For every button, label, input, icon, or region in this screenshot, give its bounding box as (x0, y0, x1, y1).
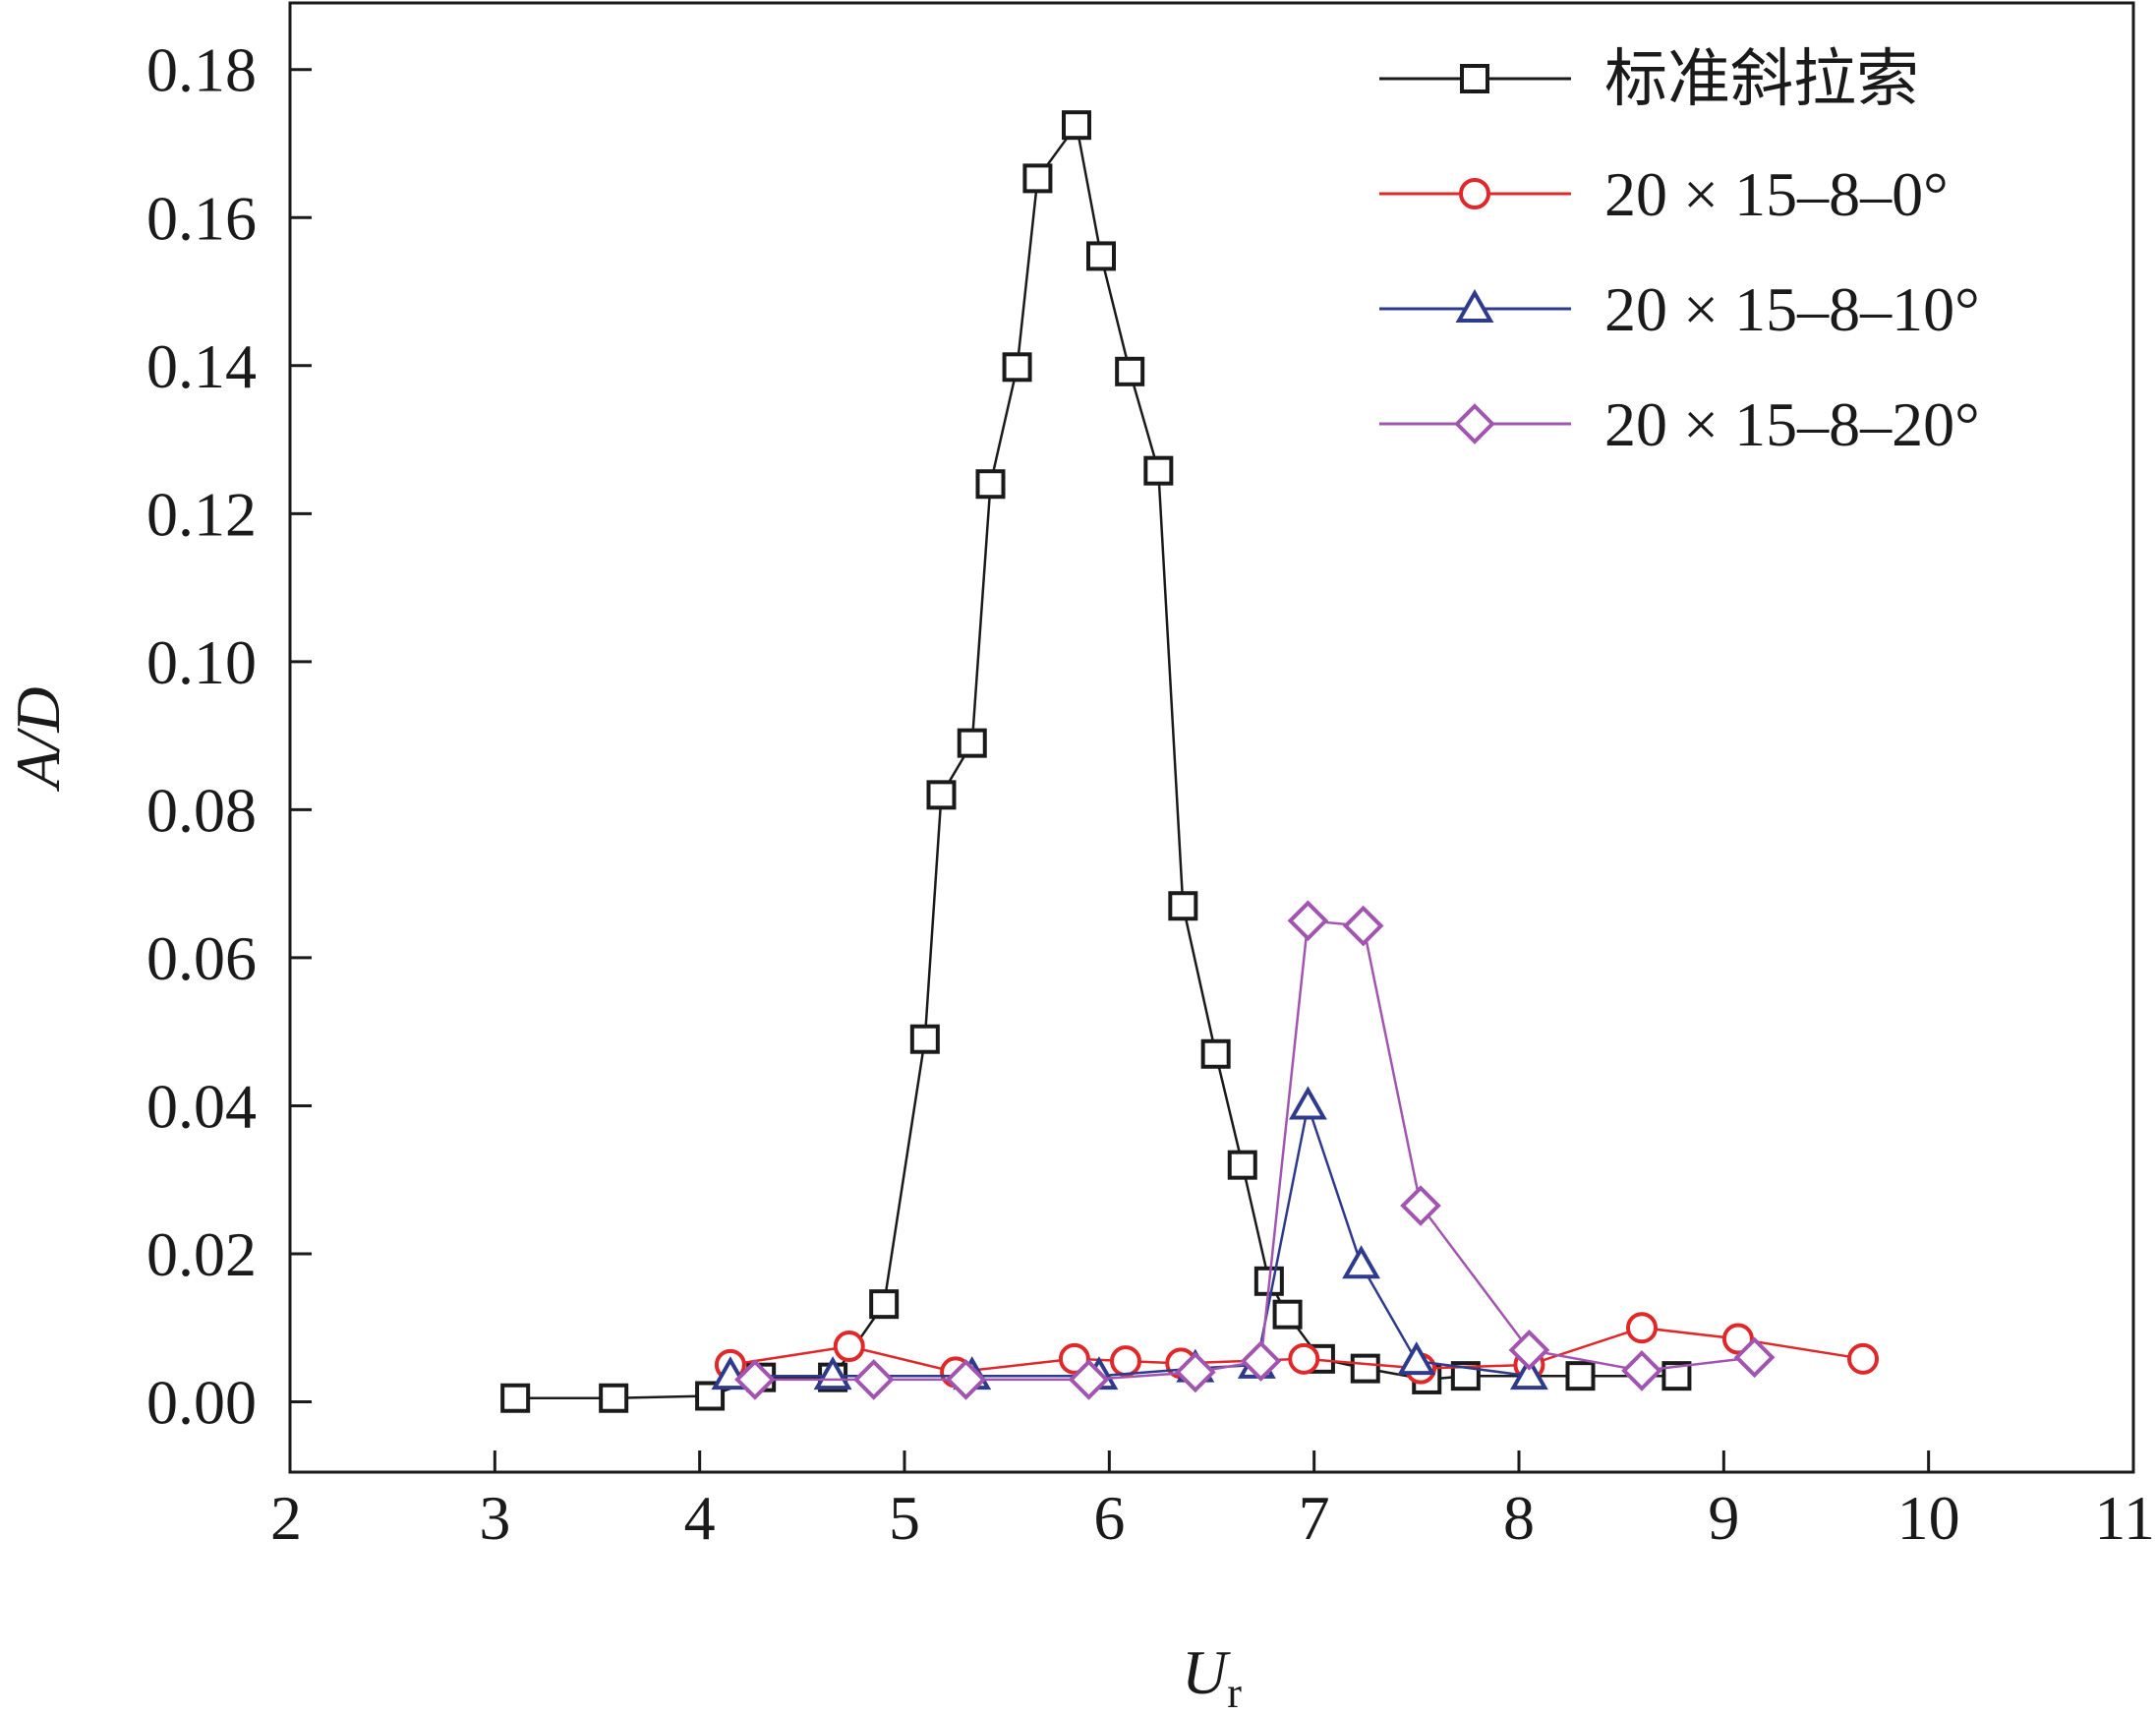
data-point (1058, 1342, 1090, 1375)
data-point (1288, 1086, 1327, 1120)
data-point (869, 1289, 900, 1320)
data-point (695, 1381, 726, 1411)
data-point (1450, 1361, 1481, 1391)
data-point (1397, 1341, 1436, 1376)
x-tick-label: 4 (684, 1483, 716, 1553)
x-axis-title-subscript: r (1227, 1669, 1242, 1716)
data-point (945, 1359, 987, 1400)
y-tick-label: 0.14 (146, 331, 257, 401)
data-point (734, 1359, 776, 1400)
legend-item: 20 × 15–8–20° (1379, 389, 1980, 459)
plot-frame (288, 1, 2135, 1474)
legend-swatch-marker (1454, 403, 1495, 444)
data-point (909, 1024, 940, 1054)
legend-label: 20 × 15–8–20° (1604, 389, 1980, 459)
series-line (515, 122, 1677, 1399)
legend-label: 标准斜拉索 (1604, 44, 1919, 114)
legend-item: 标准斜拉索 (1379, 44, 1919, 114)
legend-swatch-marker (1460, 64, 1489, 93)
legend-label: 20 × 15–8–0° (1604, 159, 1949, 229)
data-point (1168, 891, 1198, 921)
data-point (852, 1359, 895, 1400)
y-tick-label: 0.16 (146, 183, 257, 253)
x-tick-label: 6 (1093, 1483, 1125, 1553)
x-axis-ticks: 2 3 4 5 6 7 8 9 10 11 (270, 1450, 2155, 1553)
legend-label: 20 × 15–8–10° (1604, 274, 1980, 344)
data-point (1115, 356, 1145, 386)
data-point (1002, 352, 1032, 383)
data-point (1342, 905, 1384, 947)
legend-item: 20 × 15–8–10° (1379, 274, 1980, 344)
legend: 标准斜拉索 20 × 15–8–0° 20 × 15–8–10° 20 × 15–8–… (1379, 44, 1980, 459)
y-tick-label: 0.10 (146, 627, 257, 697)
series-diamond (734, 900, 1776, 1400)
y-axis-ticks: 0.00 0.02 0.04 0.06 0.08 0.10 0.12 0.14 0.16 0.18 (146, 35, 312, 1437)
data-point (833, 1331, 865, 1363)
y-tick-label: 0.08 (146, 775, 257, 845)
data-point (1022, 163, 1053, 194)
series-square (500, 110, 1692, 1413)
legend-item: 20 × 15–8–0° (1379, 159, 1949, 229)
legend-swatch-marker (1455, 288, 1494, 323)
data-point (1626, 1312, 1658, 1344)
data-point (1200, 1038, 1231, 1069)
data-point (1062, 110, 1091, 141)
y-axis-title: A/D (3, 686, 73, 792)
data-point (1733, 1336, 1776, 1379)
data-point (1143, 455, 1174, 486)
x-tick-label: 5 (889, 1483, 920, 1553)
data-point (1342, 1245, 1381, 1279)
y-tick-label: 0.18 (146, 35, 257, 105)
series-line (754, 918, 1755, 1382)
data-point (1721, 1323, 1754, 1355)
series-layer (500, 110, 1879, 1413)
x-tick-label: 7 (1299, 1483, 1330, 1553)
y-tick-label: 0.00 (146, 1367, 257, 1437)
data-point (1287, 900, 1329, 942)
data-point (500, 1383, 531, 1413)
data-point (1240, 1340, 1282, 1382)
data-point (1847, 1342, 1879, 1375)
x-tick-label: 10 (1897, 1483, 1960, 1553)
data-point (1509, 1356, 1548, 1391)
data-point (975, 469, 1006, 500)
x-tick-label: 2 (270, 1483, 302, 1553)
x-tick-label: 9 (1708, 1483, 1739, 1553)
data-point (1288, 1342, 1320, 1375)
data-point (1086, 241, 1116, 271)
data-point (1110, 1345, 1141, 1378)
y-tick-label: 0.02 (146, 1219, 257, 1289)
y-tick-label: 0.06 (146, 923, 257, 993)
data-point (1621, 1350, 1662, 1391)
x-tick-label: 8 (1503, 1483, 1535, 1553)
data-point (1400, 1185, 1441, 1226)
y-tick-label: 0.12 (146, 479, 257, 549)
data-point (1175, 1351, 1216, 1393)
data-point (926, 780, 957, 810)
data-point (1272, 1299, 1303, 1330)
y-tick-label: 0.04 (146, 1071, 257, 1141)
data-point (1565, 1361, 1596, 1391)
legend-swatch-marker (1459, 178, 1490, 209)
data-point (957, 728, 987, 758)
data-point (813, 1356, 852, 1391)
data-point (1068, 1359, 1110, 1400)
x-axis-title: Ur (1182, 1637, 1242, 1716)
x-tick-label: 3 (479, 1483, 510, 1553)
data-point (1508, 1329, 1550, 1371)
x-axis-title-main: U (1182, 1637, 1231, 1707)
data-point (1350, 1353, 1380, 1384)
data-point (1227, 1150, 1257, 1180)
x-tick-label: 11 (2094, 1483, 2155, 1553)
data-point (599, 1383, 629, 1413)
